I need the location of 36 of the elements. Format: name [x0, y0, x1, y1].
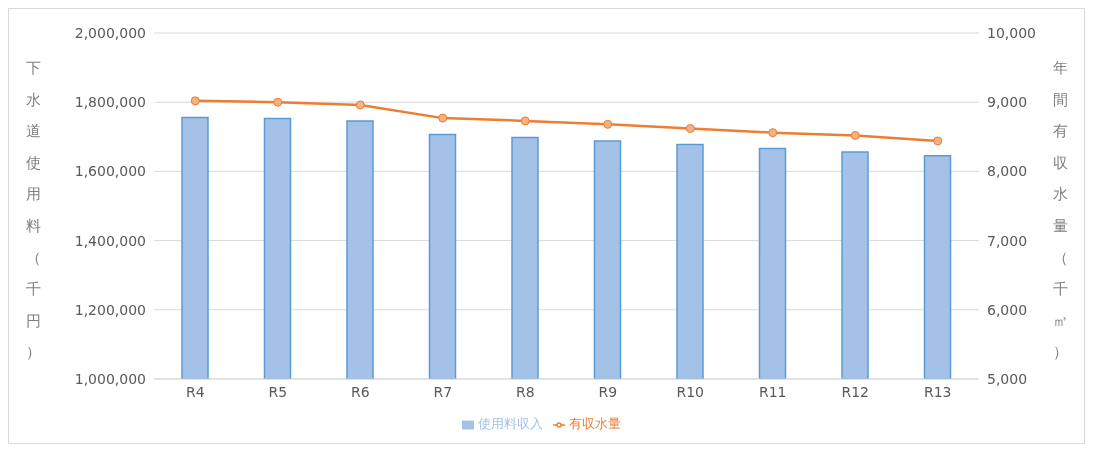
y-tick-label: 2,000,000 [74, 24, 146, 41]
point [438, 113, 448, 123]
text: 下水道使用料（千円） [25, 59, 41, 362]
x-tick-label: R11 [758, 383, 787, 400]
y2-tick-label: 6,000 [987, 301, 1028, 318]
x-tick-label: R10 [676, 383, 705, 400]
point [850, 130, 860, 140]
point [603, 119, 613, 129]
y-tick-label: 1,200,000 [74, 301, 146, 318]
point [520, 116, 530, 126]
point [933, 136, 943, 146]
x-tick-label: R9 [598, 383, 618, 400]
y2-tick-label: 7,000 [987, 232, 1028, 249]
x-tick-label: R5 [268, 383, 288, 400]
y-tick-label: 1,800,000 [74, 94, 146, 111]
y2-tick-label: 8,000 [987, 163, 1028, 180]
legend-label: 使用料収入 [478, 416, 543, 431]
x-tick-label: R8 [515, 383, 535, 400]
x-tick-label: R12 [841, 383, 870, 400]
point [768, 128, 778, 138]
point [190, 96, 200, 106]
text: 年間有収水量（千㎥） [1052, 59, 1068, 362]
point [685, 124, 695, 133]
y-tick-label: 1,400,000 [74, 232, 146, 249]
y2-tick-label: 9,000 [987, 94, 1028, 111]
point [273, 97, 283, 107]
y2-tick-label: 5,000 [987, 370, 1028, 387]
legend-label: 有収水量 [569, 416, 621, 431]
x-tick-label: R7 [433, 383, 453, 400]
x-tick-label: R4 [185, 383, 205, 400]
x-tick-label: R13 [923, 383, 952, 400]
point [355, 100, 365, 110]
y2-tick-label: 10,000 [987, 24, 1036, 41]
x-tick-label: R6 [350, 383, 370, 400]
y-tick-label: 1,000,000 [74, 370, 146, 387]
y-tick-label: 1,600,000 [74, 163, 146, 180]
